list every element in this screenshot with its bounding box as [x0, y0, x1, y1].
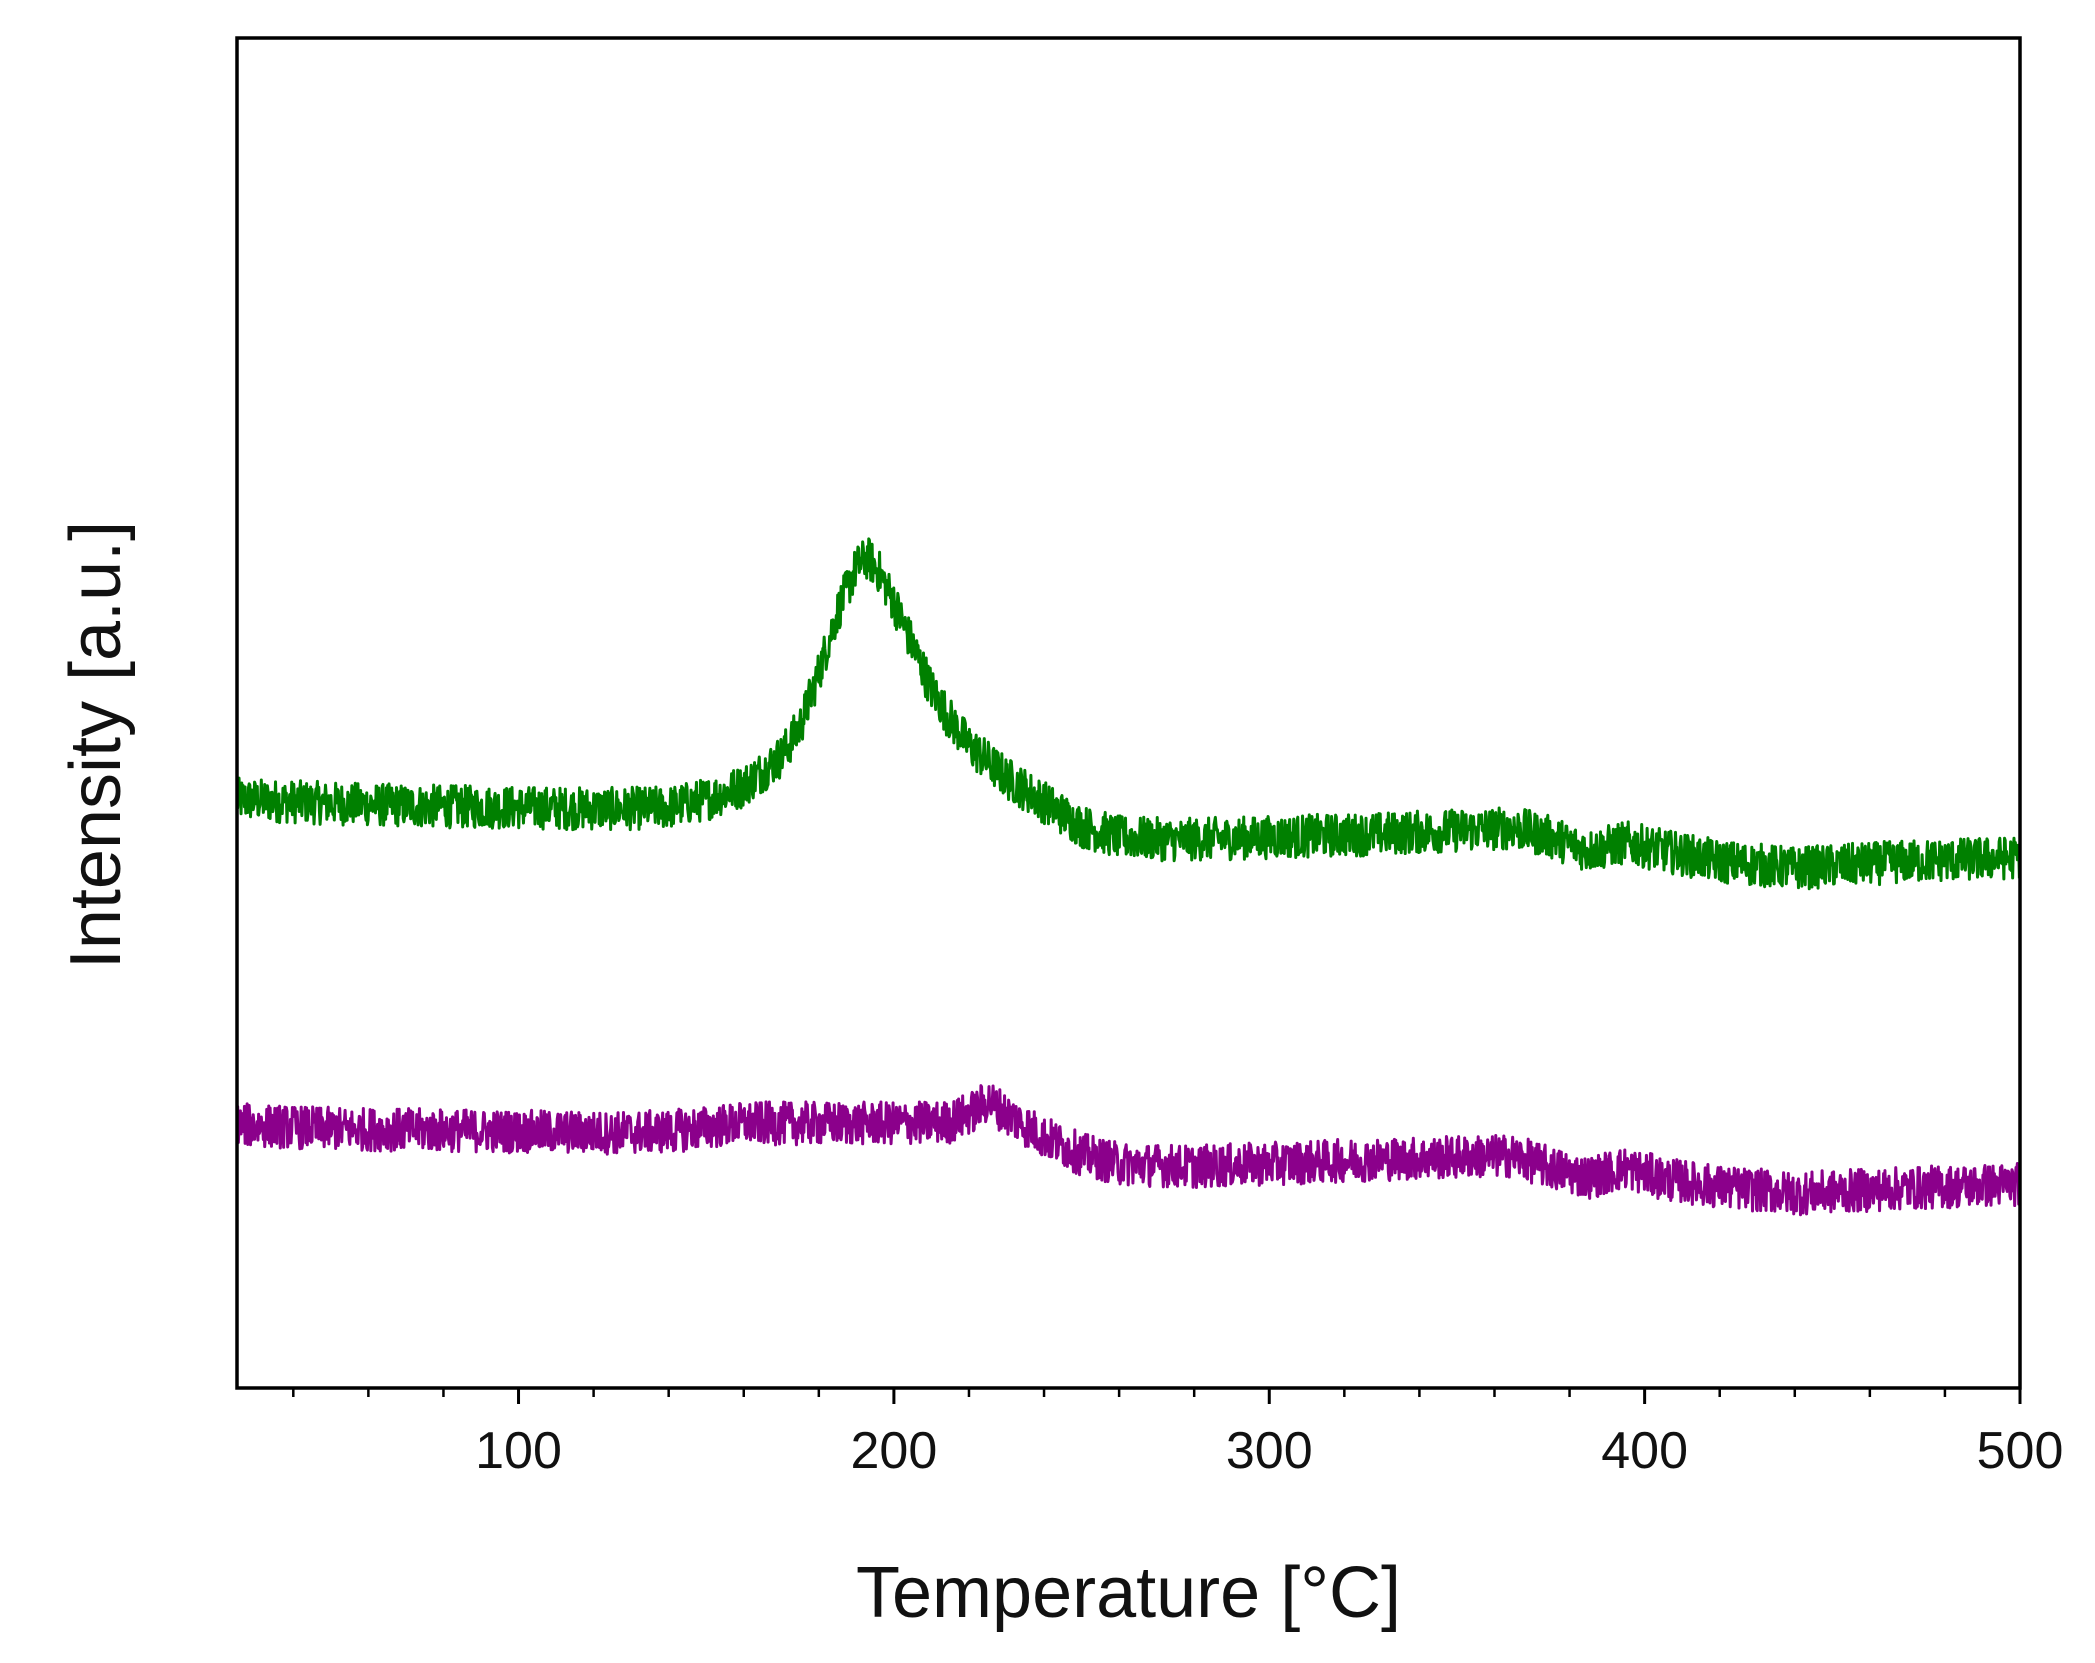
x-tick-label: 300 [1226, 1422, 1313, 1480]
series-line-1 [235, 537, 2021, 891]
plot-frame [235, 36, 2022, 1390]
series-layer [235, 537, 2021, 1217]
x-tick-label: 400 [1601, 1422, 1688, 1480]
x-tick-label: 100 [475, 1422, 562, 1480]
x-axis-title: Temperature [°C] [856, 1553, 1401, 1633]
x-tick-label: 500 [1977, 1422, 2064, 1480]
series-line-2 [235, 1084, 2021, 1217]
x-tick-label: 200 [851, 1422, 938, 1480]
x-axis-ticks: 100 200 300 400 500 [292, 1388, 2064, 1480]
y-axis-title: Intensity [a.u.] [56, 521, 136, 969]
